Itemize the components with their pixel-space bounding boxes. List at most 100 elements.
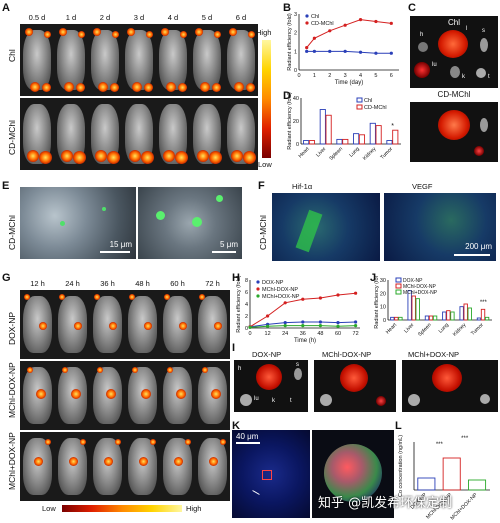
significance-marker: *** [436, 442, 444, 448]
organ-liver-cd [438, 110, 470, 140]
legend-marker [256, 294, 260, 298]
x-tick-label: Tumor [379, 146, 394, 161]
chart-l: Co concentration (ng/mL)DOX-NPMChl-DOX-N… [398, 435, 490, 520]
organ-tumor-cd [474, 146, 484, 156]
fluorescence-spot [140, 151, 154, 165]
fluorescence-spot [109, 321, 118, 330]
fluorescence-spot [166, 81, 177, 92]
fluorescence-spot [195, 27, 204, 36]
organ-lung [414, 62, 430, 78]
y-axis-label: Radiant efficiency (fold) [236, 276, 242, 333]
x-tick-label: 48 [317, 331, 323, 337]
legend-marker [305, 21, 309, 25]
y-tick-label: 0 [245, 326, 248, 332]
data-point [328, 29, 332, 33]
i-letter-t: t [290, 398, 292, 404]
x-tick-label: 0 [248, 331, 251, 337]
fluorescence-spot [93, 293, 100, 300]
bar [407, 290, 412, 321]
organ-image-i-2 [314, 360, 396, 412]
fluorescence-spot [230, 149, 243, 162]
y-tick-label: 6 [245, 290, 248, 296]
panel-label-a: A [2, 2, 10, 14]
i-letter-k: k [272, 398, 275, 404]
x-tick-label: 5 [374, 73, 377, 79]
timepoint-label: 24 h [65, 279, 80, 288]
data-point [312, 36, 316, 40]
y-tick-label: 3 [294, 12, 297, 18]
fluorescence-spot [178, 83, 188, 93]
panel-label-f: F [258, 180, 265, 192]
scale-label-f: 200 μm [465, 242, 492, 251]
panel-label-i: I [232, 342, 236, 354]
y-tick-label: 20 [293, 119, 299, 125]
data-point [336, 321, 340, 325]
fluorescence-spot [72, 151, 86, 165]
legend-label: Chl [364, 98, 372, 104]
timepoint-label: 1 d [65, 13, 77, 22]
x-tick-label: 4 [359, 73, 362, 79]
x-tick-label: Tumor [470, 322, 485, 337]
fluorescence-spot [58, 293, 65, 300]
organ-spleen [480, 38, 488, 52]
bar [468, 479, 487, 491]
fluorescence-spot [208, 151, 222, 165]
mouse-image [227, 30, 255, 90]
mouse-image [23, 30, 51, 90]
legend-label: MChl-DOX-NP [262, 287, 298, 293]
fluorescence-spot [25, 27, 34, 36]
scale-low-label: Low [258, 160, 272, 169]
fluorescence-spot [144, 321, 153, 330]
fluorescence-spot [175, 389, 186, 400]
bar [459, 306, 464, 321]
row-label-dox-np: DOX-NP [7, 311, 17, 345]
x-axis-label: Time (day) [335, 80, 363, 86]
bar [308, 140, 316, 145]
mouse-image [125, 30, 153, 90]
fluor-image-vegf: 200 μm [384, 193, 496, 261]
panel-label-k: K [232, 420, 240, 432]
x-tick-label: Heart [298, 146, 312, 160]
mouse-image [193, 30, 221, 90]
x-tick-label: Kidney [362, 146, 378, 162]
organ-image-i-3 [402, 360, 498, 412]
data-point [318, 296, 322, 300]
fluorescence-spot [132, 366, 138, 373]
legend-marker [395, 277, 402, 283]
bar [336, 138, 343, 145]
organ-letter-h: h [420, 32, 424, 38]
mouse-image [93, 438, 122, 495]
x-tick-label: 3 [344, 73, 347, 79]
legend-label: MChl+DOX-NP [262, 294, 300, 300]
bar [417, 477, 436, 491]
x-tick-label: Spleen [417, 322, 433, 338]
fluorescence-spot [209, 456, 218, 466]
scale-high-label: High [256, 28, 272, 37]
organ-image-chl: Chl h l s lu k t [410, 16, 498, 88]
mouse-image [57, 30, 85, 90]
fluorescence-spot [132, 81, 143, 92]
mouse-g-row [20, 432, 230, 501]
organ-spleen-cd [480, 118, 488, 132]
bar [358, 134, 366, 145]
y-axis-label: Radiant efficiency (fold) [287, 13, 293, 71]
data-point [354, 320, 358, 324]
organ-letter-l: l [466, 26, 468, 32]
panel-label-b: B [283, 2, 291, 14]
bar [463, 303, 468, 321]
data-point [358, 50, 363, 54]
timepoint-label: 2 d [99, 13, 111, 22]
organ-letter-k: k [462, 74, 465, 80]
fluorescence-spot [26, 149, 39, 162]
mouse-image [93, 296, 122, 353]
fluorescence-spot [149, 439, 156, 446]
data-point [312, 49, 316, 53]
bar [303, 140, 310, 145]
data-point [301, 320, 305, 324]
mouse-image [159, 30, 187, 90]
x-tick-label: 72 [353, 331, 359, 337]
fluorescence-spot [76, 83, 86, 93]
legend-label: CD-MChl [311, 21, 334, 27]
